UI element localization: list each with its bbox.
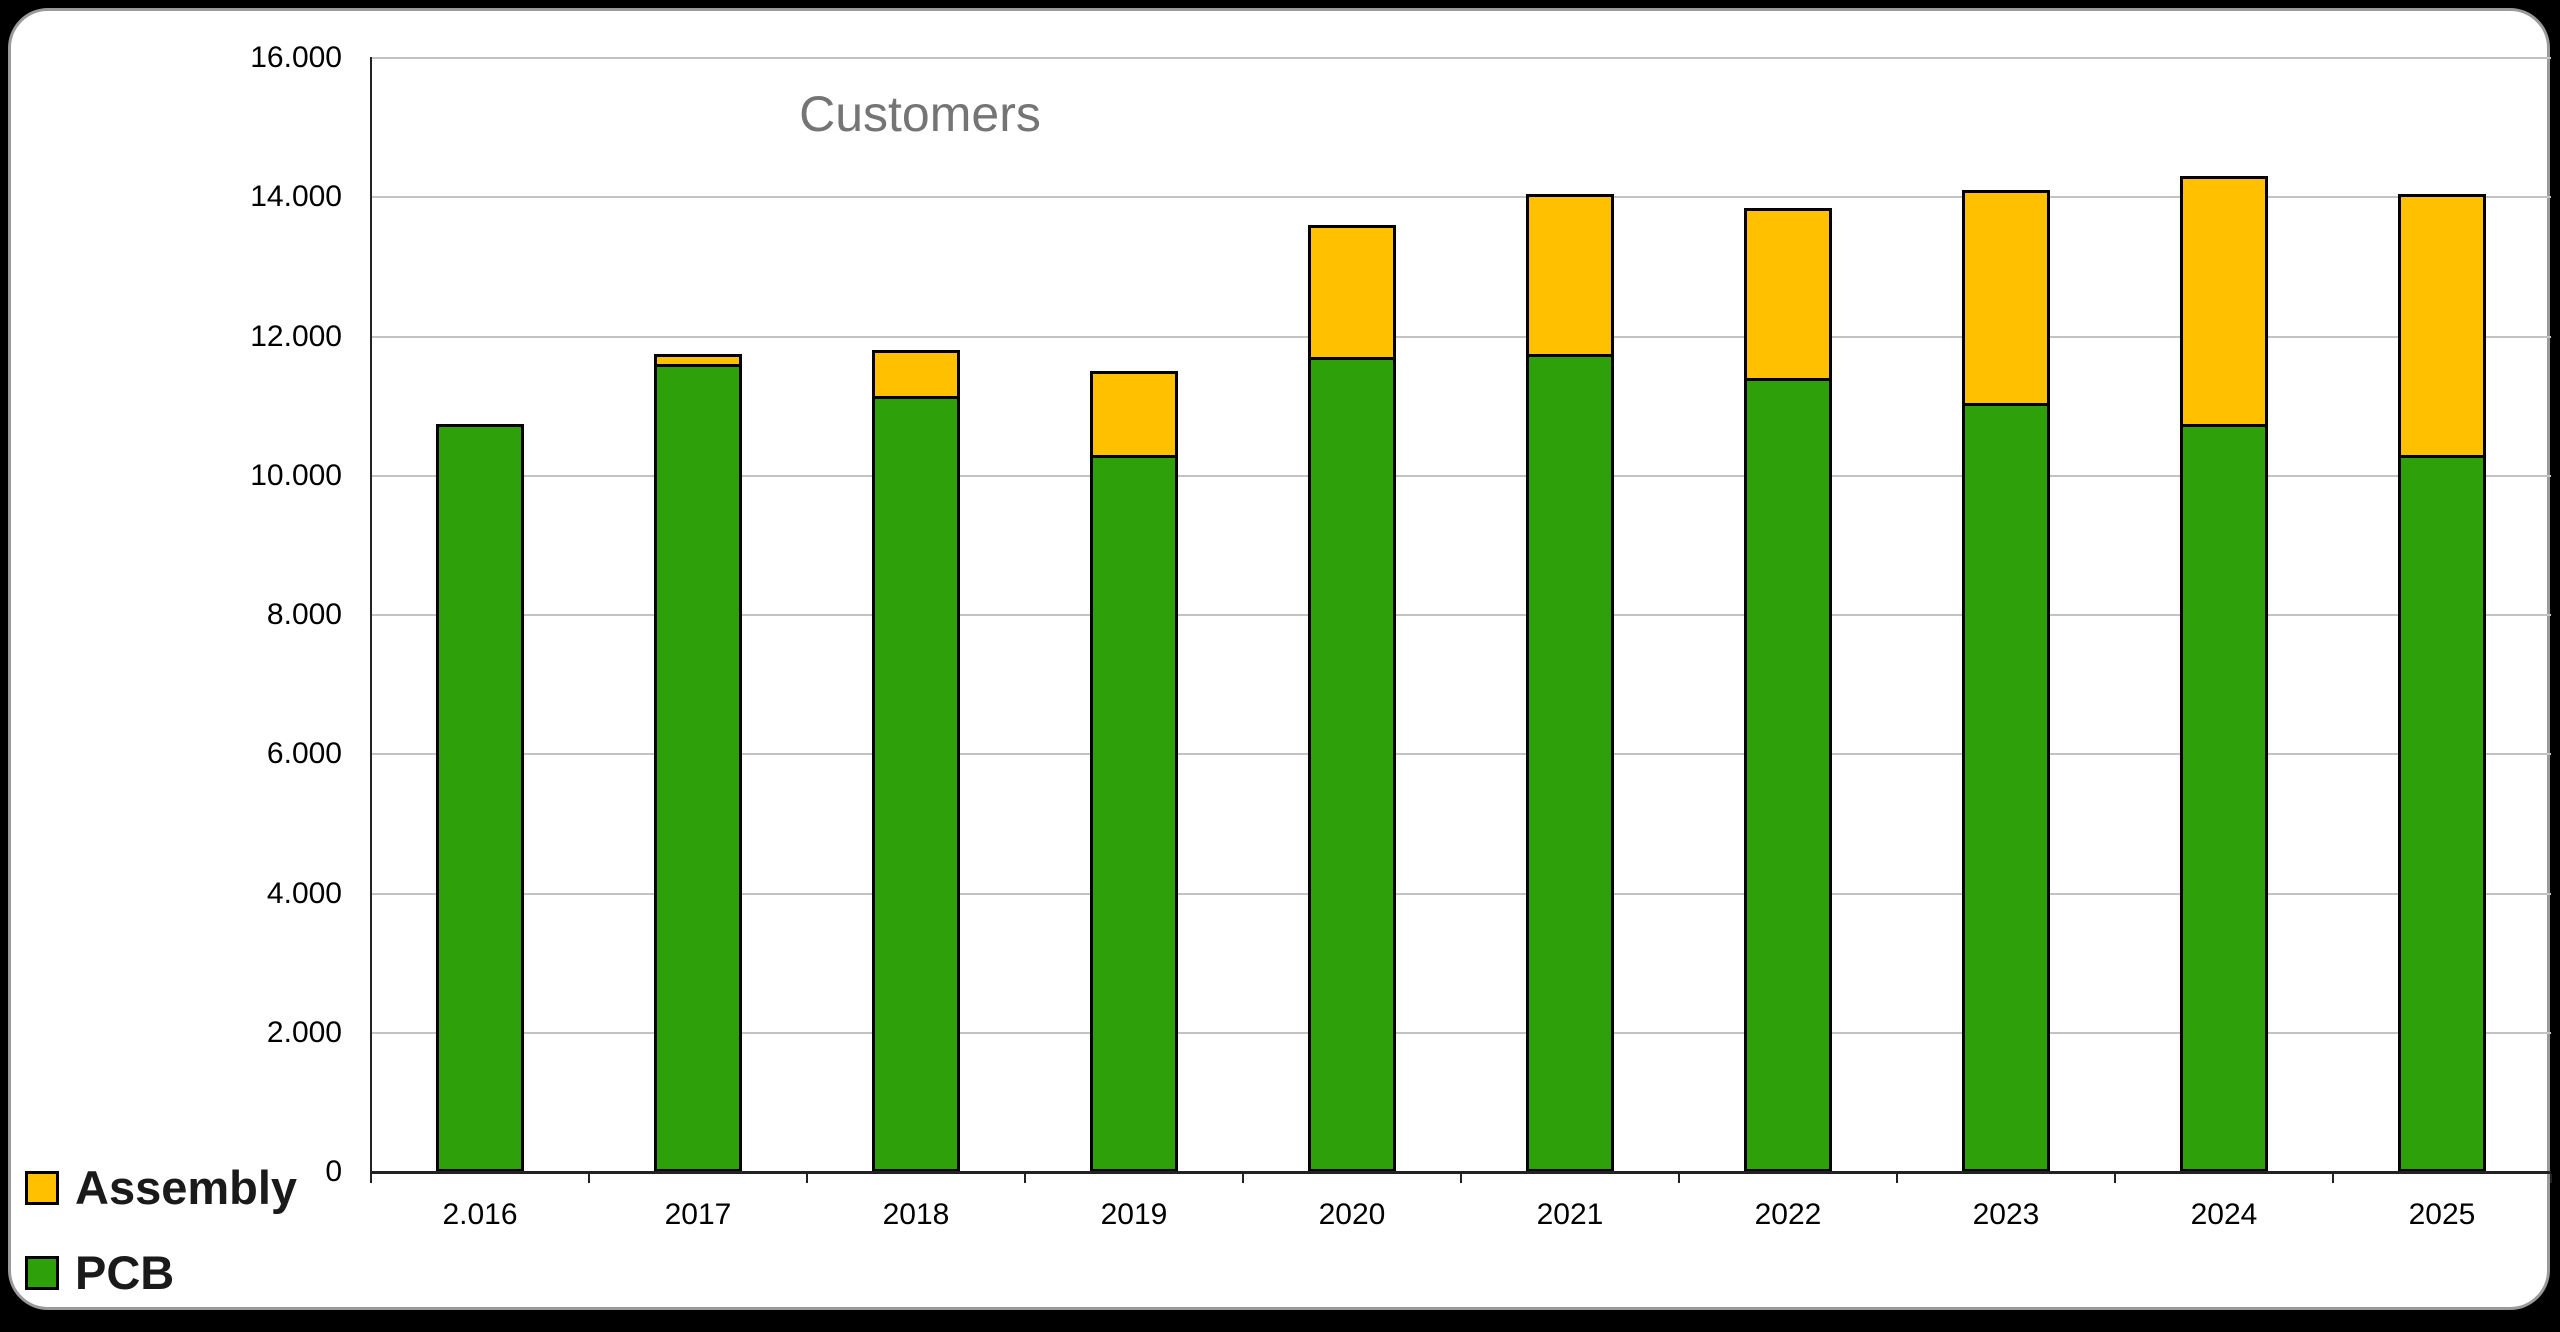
y-axis-label: 12.000 [250,319,342,353]
legend-item-assembly: Assembly [25,1164,297,1211]
bar-2020 [1308,225,1396,1172]
bar-segment-pcb [436,423,524,1172]
gridline [371,614,2551,616]
bar-segment-pcb [872,395,960,1172]
x-axis-tick [1896,1174,1898,1183]
bar-segment-pcb [1308,357,1396,1172]
pcb-swatch-icon [25,1255,59,1290]
x-axis-label: 2019 [1100,1198,1168,1231]
x-axis-tick [2550,1174,2552,1183]
bar-segment-pcb [654,364,742,1172]
x-axis-label: 2.016 [442,1198,518,1231]
x-axis-tick [2332,1174,2334,1183]
bar-segment-pcb [1090,454,1178,1172]
legend: Assembly PCB [25,1164,297,1296]
x-axis-label: 2021 [1536,1198,1604,1231]
y-axis-label: 8.000 [266,598,342,631]
bar-segment-assembly [654,353,742,365]
y-axis-label: 4.000 [266,876,342,910]
gridline [371,196,2551,199]
y-axis-label: 16.000 [250,41,342,74]
plot-area [371,57,2551,1172]
x-axis-tick [1242,1174,1244,1183]
x-axis-tick [588,1174,590,1183]
x-axis-label: 2018 [882,1198,950,1231]
legend-item-pcb: PCB [25,1249,297,1296]
legend-label: Assembly [75,1161,298,1214]
assembly-swatch-icon [25,1170,59,1205]
gridline [371,57,2551,59]
bar-2021 [1526,193,1614,1172]
bar-2025 [2398,193,2486,1172]
bar-segment-assembly [1962,190,2050,403]
bar-segment-assembly [1090,371,1178,455]
gridline [371,1031,2551,1034]
x-axis-label: 2025 [2408,1198,2476,1231]
x-axis-tick [806,1174,808,1183]
y-axis-label: 10.000 [250,458,342,492]
bar-2018 [872,350,960,1172]
gridline [371,335,2551,338]
chart-panel [8,8,2550,1310]
bar-segment-assembly [1744,207,1832,379]
x-axis-label: 2022 [1754,1198,1822,1231]
bar-segment-pcb [2398,454,2486,1172]
legend-label: PCB [75,1246,175,1299]
bar-segment-pcb [1962,402,2050,1172]
x-axis-label: 2023 [1972,1198,2040,1231]
bar-2024 [2180,176,2268,1172]
gridline [371,753,2551,756]
bar-2022 [1744,207,1832,1172]
x-axis-tick [1460,1174,1462,1183]
y-axis-label: 14.000 [250,180,342,214]
x-axis-line [370,1171,2551,1174]
bar-segment-assembly [1308,225,1396,358]
bar-segment-pcb [2180,423,2268,1172]
x-axis-tick [2114,1174,2116,1183]
y-axis-label: 0 [325,1155,342,1188]
y-axis-line [370,57,372,1182]
chart-title: Customers [799,86,1041,142]
bar-segment-pcb [1526,353,1614,1172]
bar-segment-assembly [872,350,960,396]
bar-2023 [1962,190,2050,1172]
bar-2019 [1090,371,1178,1172]
gridline [371,892,2551,895]
bar-segment-assembly [1526,193,1614,354]
bar-segment-assembly [2398,193,2486,455]
x-axis-tick [1678,1174,1680,1183]
bar-2016 [436,423,524,1172]
x-axis-tick [370,1174,372,1183]
bar-segment-assembly [2180,176,2268,424]
gridline [371,474,2551,477]
x-axis-tick [1024,1174,1026,1183]
y-axis-label: 6.000 [266,737,342,771]
y-axis-label: 2.000 [266,1015,342,1049]
bar-segment-pcb [1744,378,1832,1172]
x-axis-label: 2020 [1318,1198,1386,1231]
x-axis-label: 2024 [2190,1198,2258,1231]
bar-2017 [654,353,742,1172]
x-axis-label: 2017 [664,1198,732,1231]
